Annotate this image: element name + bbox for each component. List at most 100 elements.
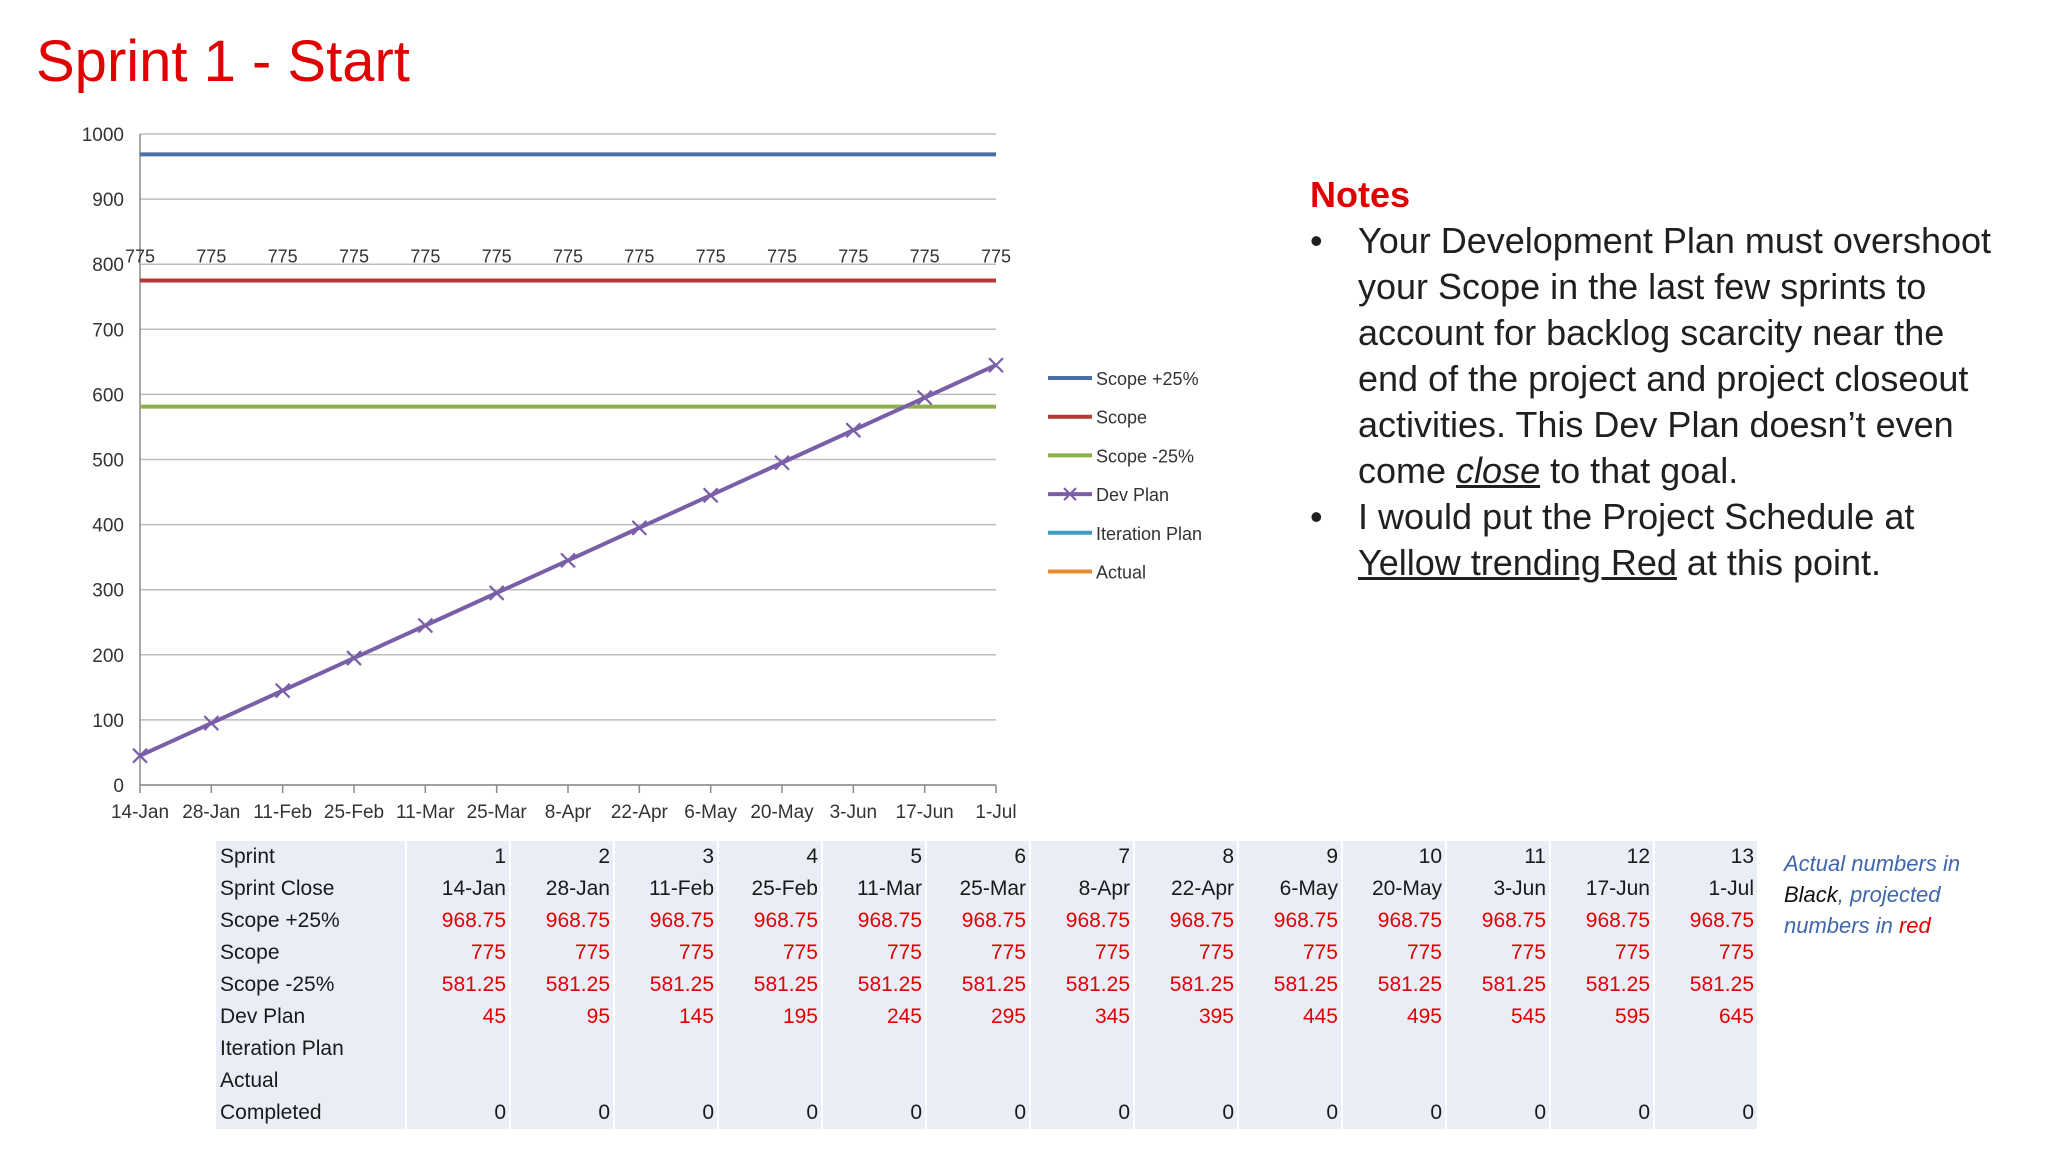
table-cell: 8-Apr	[1031, 873, 1133, 905]
x-tick-label-9: 6-May	[684, 802, 737, 823]
table-cell: 968.75	[1343, 905, 1445, 937]
table-cell: 25-Feb	[719, 873, 821, 905]
x-tick-label-6: 25-Mar	[467, 802, 528, 823]
table-cell	[823, 1065, 925, 1097]
table-cell	[1655, 1033, 1757, 1065]
table-cell	[927, 1065, 1029, 1097]
table-cell: 775	[823, 937, 925, 969]
table-cell: 0	[1447, 1097, 1549, 1129]
notes-bullet-2-emphasis: Yellow trending Red	[1358, 542, 1677, 583]
table-cell: 445	[1239, 1001, 1341, 1033]
table-cell: 968.75	[719, 905, 821, 937]
y-tick-label-300: 300	[92, 581, 124, 602]
row-label: Scope -25%	[216, 969, 405, 1001]
slide-title: Sprint 1 - Start	[36, 29, 410, 94]
series-4-marker-6	[488, 585, 505, 601]
table-cell	[615, 1065, 717, 1097]
table-row: Completed 0 0 0 0 0 0 0 0 0 0 0 0 0	[216, 1097, 1757, 1129]
table-cell: 775	[1343, 937, 1445, 969]
table-cell: 11-Mar	[823, 873, 925, 905]
series-4-marker-2	[203, 715, 220, 731]
table-cell: 0	[615, 1097, 717, 1129]
notes-bullet-2-end: at this point.	[1676, 542, 1882, 583]
series-2-data-label-9: 775	[696, 246, 726, 266]
table-cell: 968.75	[1135, 905, 1237, 937]
table-cell: 968.75	[1655, 905, 1757, 937]
table-cell: 968.75	[1447, 905, 1549, 937]
notes-bullet-1-end: to that goal.	[1540, 450, 1739, 491]
table-cell	[407, 1033, 509, 1065]
y-tick-label-100: 100	[92, 711, 124, 732]
table-cell: 345	[1031, 1001, 1133, 1033]
color-legend-note-2: , projected numbers in	[1784, 882, 1941, 938]
x-tick-label-12: 17-Jun	[896, 802, 954, 823]
legend-label-5: Iteration Plan	[1096, 524, 1202, 544]
table-cell: 495	[1343, 1001, 1445, 1033]
x-tick-label-11: 3-Jun	[830, 802, 878, 823]
table-cell: 0	[1239, 1097, 1341, 1129]
table-cell	[1031, 1065, 1133, 1097]
series-4-marker-5	[417, 617, 434, 634]
series-4-marker-12	[916, 389, 933, 406]
x-tick-label-4: 25-Feb	[324, 802, 384, 823]
legend-label-4: Dev Plan	[1096, 485, 1169, 505]
row-label: Iteration Plan	[216, 1033, 405, 1065]
table-cell	[927, 1033, 1029, 1065]
table-cell: 11-Feb	[615, 873, 717, 905]
table-cell: 6	[927, 841, 1029, 873]
table-cell: 20-May	[1343, 873, 1445, 905]
row-label: Actual	[216, 1065, 405, 1097]
color-legend-note-1: Actual numbers in	[1784, 851, 1961, 876]
table-cell: 968.75	[1239, 905, 1341, 937]
series-2-data-label-3: 775	[268, 246, 298, 266]
y-tick-label-200: 200	[92, 646, 124, 667]
table-row: Iteration Plan	[216, 1033, 1757, 1065]
row-label: Sprint	[216, 841, 405, 873]
table-cell: 17-Jun	[1551, 873, 1653, 905]
table-cell: 581.25	[1239, 969, 1341, 1001]
table-cell: 581.25	[1343, 969, 1445, 1001]
legend-label-2: Scope	[1096, 408, 1147, 428]
table-cell	[407, 1065, 509, 1097]
table-cell: 0	[927, 1097, 1029, 1129]
table-row: Scope 775 775 775 775 775 775 775 775 775 775 775 77…	[216, 937, 1757, 969]
table-cell: 195	[719, 1001, 821, 1033]
table-cell: 581.25	[407, 969, 509, 1001]
series-4-marker-13	[988, 357, 1004, 373]
x-tick-label-2: 28-Jan	[182, 802, 240, 823]
table-cell: 1	[407, 841, 509, 873]
table-cell: 775	[1031, 937, 1133, 969]
table-cell	[1447, 1033, 1549, 1065]
x-tick-label-7: 8-Apr	[545, 802, 592, 823]
table-cell	[1343, 1065, 1445, 1097]
table-cell: 581.25	[823, 969, 925, 1001]
table-cell: 645	[1655, 1001, 1757, 1033]
series-2-data-label-12: 775	[910, 246, 940, 266]
notes-bullet-1-emphasis: close	[1456, 450, 1541, 491]
color-legend-note-black: Black	[1784, 882, 1838, 907]
series-2-data-label-10: 775	[767, 246, 797, 266]
table-cell: 11	[1447, 841, 1549, 873]
table-cell: 14-Jan	[407, 873, 509, 905]
table-cell: 395	[1135, 1001, 1237, 1033]
series-2-data-label-1: 775	[125, 246, 155, 266]
series-2-data-label-2: 775	[196, 246, 226, 266]
series-2-data-label-5: 775	[410, 246, 440, 266]
notes-bullet-2: I would put the Project Schedule at Yell…	[1310, 494, 2000, 586]
table-cell: 581.25	[1551, 969, 1653, 1001]
table-cell	[511, 1033, 613, 1065]
series-4-marker-4	[346, 650, 362, 666]
row-label: Dev Plan	[216, 1001, 405, 1033]
y-tick-label-1000: 1000	[82, 125, 124, 146]
table-cell: 0	[1655, 1097, 1757, 1129]
table-cell: 28-Jan	[511, 873, 613, 905]
table-cell: 968.75	[407, 905, 509, 937]
table-cell: 10	[1343, 841, 1445, 873]
table-cell: 8	[1135, 841, 1237, 873]
table-cell: 9	[1239, 841, 1341, 873]
table-cell	[823, 1033, 925, 1065]
table-cell	[1135, 1033, 1237, 1065]
series-2-data-label-4: 775	[339, 246, 369, 266]
table-cell: 13	[1655, 841, 1757, 873]
table-row: Actual	[216, 1065, 1757, 1097]
